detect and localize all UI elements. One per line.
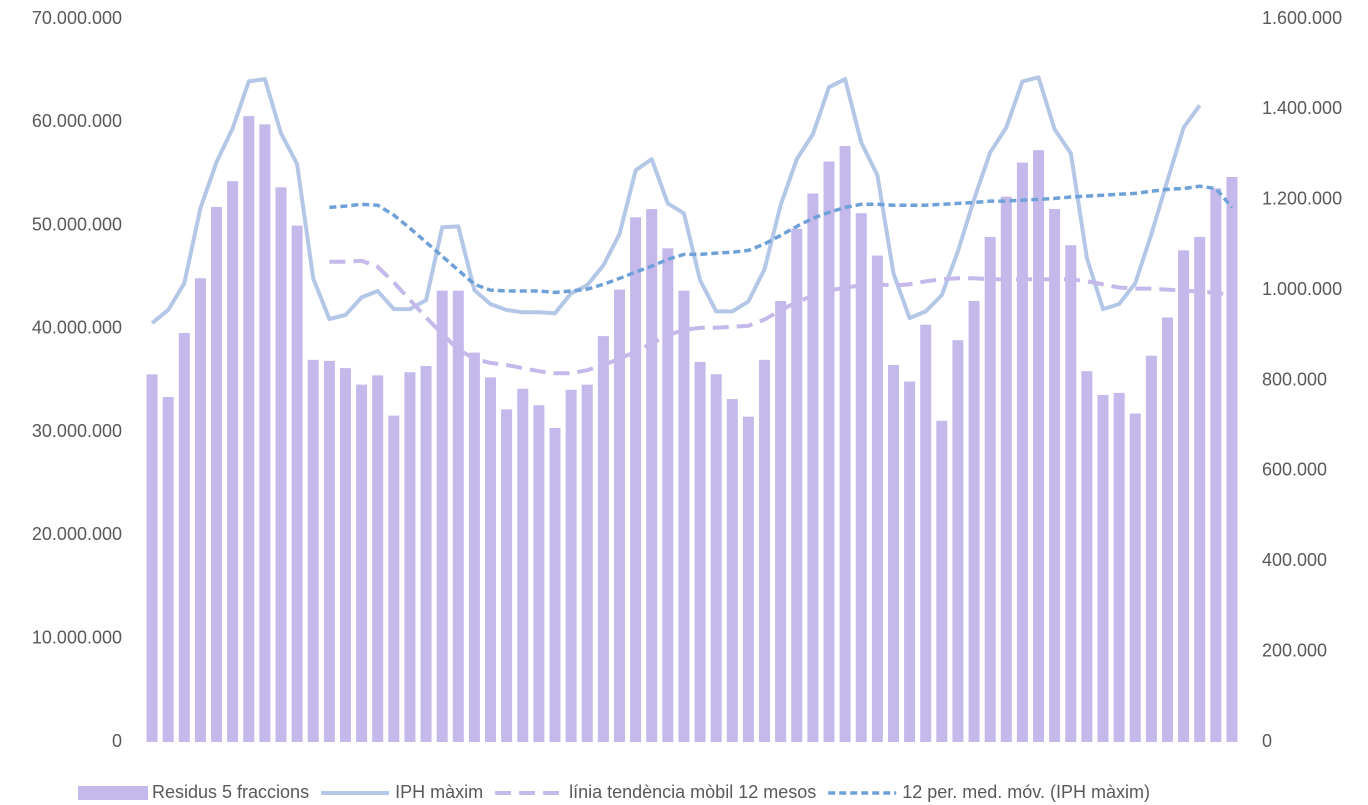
bar [1097, 394, 1109, 742]
bar [694, 361, 706, 742]
bar [339, 368, 351, 742]
y-tick-label: 40.000.000 [32, 318, 122, 338]
bar [323, 360, 335, 742]
bar [1065, 245, 1077, 742]
y2-tick-label: 600.000 [1262, 460, 1327, 480]
bar [823, 161, 835, 742]
legend-label: Residus 5 fraccions [152, 782, 309, 802]
bar [549, 428, 561, 742]
bar [904, 381, 916, 742]
bar [1145, 355, 1157, 742]
bar [726, 399, 738, 742]
bar [1226, 177, 1238, 742]
y-tick-label: 70.000.000 [32, 8, 122, 28]
y2-tick-label: 1.000.000 [1262, 279, 1342, 299]
bar [839, 146, 851, 742]
bar [1016, 162, 1028, 742]
bar [533, 405, 545, 742]
bar [420, 366, 432, 742]
bar [613, 289, 625, 742]
bar [597, 336, 609, 742]
bar [581, 384, 593, 742]
bar [1210, 188, 1222, 743]
y-tick-label: 10.000.000 [32, 627, 122, 647]
y-tick-label: 50.000.000 [32, 214, 122, 234]
bar [920, 324, 932, 742]
bar [388, 415, 400, 742]
bar [404, 372, 416, 742]
bar [646, 209, 658, 742]
bar [775, 300, 787, 742]
bar [1000, 196, 1012, 742]
bar [807, 193, 819, 742]
y-tick-label: 60.000.000 [32, 111, 122, 131]
bar [259, 124, 271, 742]
bar [194, 278, 206, 742]
bar [485, 377, 497, 742]
bar [307, 359, 319, 742]
bar [710, 374, 722, 742]
bar [968, 300, 980, 742]
y2-tick-label: 1.600.000 [1262, 8, 1342, 28]
y2-tick-label: 800.000 [1262, 369, 1327, 389]
bar [227, 181, 239, 742]
bar [662, 248, 674, 742]
y-tick-label: 30.000.000 [32, 421, 122, 441]
y2-tick-label: 1.200.000 [1262, 189, 1342, 209]
bar [630, 217, 642, 742]
bar [211, 206, 223, 743]
bar [243, 116, 255, 743]
y-tick-label: 20.000.000 [32, 524, 122, 544]
bar [162, 397, 174, 742]
bar [291, 225, 303, 743]
bar [791, 228, 803, 743]
y2-tick-label: 1.400.000 [1262, 98, 1342, 118]
bar [887, 365, 899, 742]
bar [275, 187, 287, 742]
line [150, 75, 1202, 325]
legend-label: 12 per. med. móv. (IPH màxim) [902, 782, 1150, 802]
bar [759, 359, 771, 742]
bar [678, 290, 690, 742]
bar [871, 255, 883, 742]
y2-tick-label: 400.000 [1262, 550, 1327, 570]
bar [517, 388, 529, 742]
bar [1178, 250, 1190, 743]
y2-tick-label: 200.000 [1262, 640, 1327, 660]
bar [984, 236, 996, 742]
bar [855, 213, 867, 743]
legend-label: IPH màxim [395, 782, 483, 802]
bar [952, 340, 964, 742]
bar [501, 409, 513, 742]
bar [1161, 317, 1173, 742]
bar [1129, 413, 1141, 742]
bar [1049, 209, 1061, 742]
bar [1033, 150, 1045, 742]
bar [436, 290, 448, 742]
legend-label: línia tendència mòbil 12 mesos [569, 782, 816, 802]
bar [1113, 392, 1125, 742]
bar [468, 352, 480, 742]
bar [742, 416, 754, 742]
bar [1194, 236, 1206, 742]
bar [452, 290, 464, 742]
bar [372, 375, 384, 742]
y2-tick-label: 0 [1262, 731, 1272, 751]
bar [1081, 371, 1093, 742]
bar [936, 420, 948, 742]
bar [565, 389, 577, 742]
legend-swatch [78, 786, 148, 800]
y-tick-label: 0 [112, 731, 122, 751]
bar [178, 332, 190, 742]
bar [356, 384, 368, 742]
bar [146, 374, 158, 742]
line [329, 184, 1234, 295]
